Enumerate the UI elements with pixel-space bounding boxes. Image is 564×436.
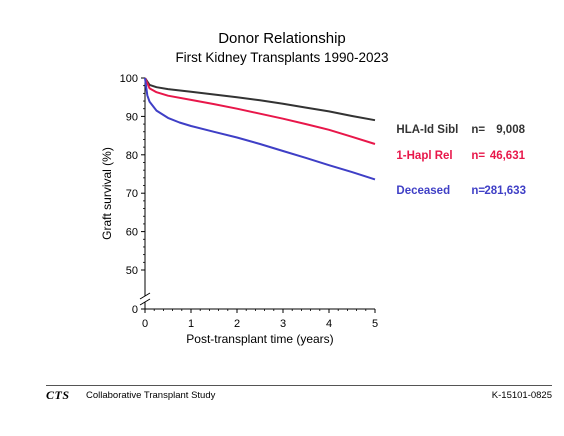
x-tick-label: 3 (280, 318, 286, 330)
axes: 0 50 60 70 80 90 100 0 1 2 3 4 5 Post-transplant time… (100, 73, 378, 346)
y-tick-label: 0 (132, 304, 138, 316)
footer-divider (46, 385, 552, 386)
legend-n-label: n= (471, 124, 486, 136)
legend-label: Deceased (396, 185, 451, 197)
x-tick-label: 4 (326, 318, 332, 330)
legend-count: 46,631 (489, 150, 525, 162)
footer-code: K-15101-0825 (491, 390, 552, 401)
legend-count-hla-id-sibl: 9,008 (489, 112, 525, 136)
legend-entry-hla-id-sibl: HLA-Id Sibl (390, 112, 458, 136)
y-tick-label: 70 (126, 188, 138, 200)
y-axis-label: Graft survival (%) (100, 147, 114, 240)
legend-n-hla-id-sibl: n= (465, 112, 485, 136)
legend-count: 281,633 (484, 185, 526, 197)
chart-title: Donor Relationship (218, 30, 346, 47)
legend-entry-deceased: Deceased (390, 173, 450, 197)
y-tick-label: 90 (126, 111, 138, 123)
series-line-hla-id-sibl (144, 77, 376, 122)
legend-n-label: n= (471, 150, 486, 162)
y-tick-label: 100 (120, 73, 138, 85)
y-tick-label: 60 (126, 227, 138, 239)
series-lines (144, 77, 376, 181)
axis-break-mark (139, 298, 151, 306)
legend-n-1-hapl-rel: n= (465, 138, 485, 162)
legend-count: 9,008 (496, 124, 525, 136)
x-tick-label: 1 (188, 318, 194, 330)
legend-label: HLA-Id Sibl (396, 124, 459, 136)
x-tick-label: 2 (234, 318, 240, 330)
legend-count-1-hapl-rel: 46,631 (481, 138, 525, 162)
legend-count-deceased: 281,633 (478, 173, 526, 197)
series-line-deceased (144, 77, 376, 181)
y-tick-label: 50 (126, 265, 138, 277)
legend-n-label: n= (471, 185, 486, 197)
chart-subtitle: First Kidney Transplants 1990-2023 (175, 50, 389, 65)
y-tick-label: 80 (126, 150, 138, 162)
series-line-1-hapl-rel (144, 77, 376, 145)
legend-n-deceased: n= (465, 173, 485, 197)
axis-break-mark (139, 292, 151, 300)
cts-logo: CTS (46, 388, 70, 402)
x-tick-label: 0 (142, 318, 148, 330)
footer-organization: Collaborative Transplant Study (86, 390, 216, 401)
x-tick-label: 5 (372, 318, 378, 330)
x-axis-label: Post-transplant time (years) (186, 332, 333, 346)
legend-entry-1-hapl-rel: 1-Hapl Rel (390, 138, 453, 162)
legend-label: 1-Hapl Rel (396, 150, 453, 162)
